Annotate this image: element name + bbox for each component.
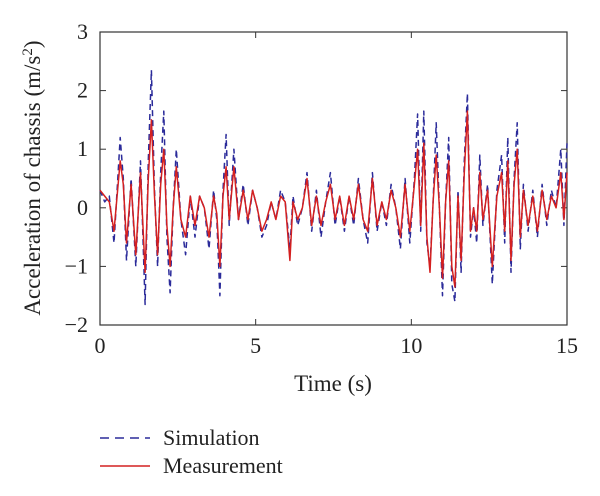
series-line-simulation (99, 69, 568, 306)
plot-area (99, 31, 568, 326)
series-simulation (99, 69, 568, 306)
y-tick-label: −2 (65, 312, 88, 337)
tick-labels: 0 5 10 15 −2 −1 0 1 2 3 (65, 19, 578, 358)
x-axis-label: Time (s) (294, 371, 372, 396)
y-tick-label: 3 (77, 19, 88, 44)
y-axis-label-main: Acceleration of chassis (m/s (20, 56, 45, 316)
y-tick-label: 0 (77, 195, 88, 220)
y-tick-label: 1 (77, 136, 88, 161)
x-tick-label: 10 (400, 333, 422, 358)
legend-label-simulation: Simulation (163, 425, 260, 450)
x-tick-label: 5 (250, 333, 261, 358)
y-axis-label-sup: 2 (20, 48, 36, 56)
axis-ticks (99, 31, 568, 326)
x-tick-label: 0 (95, 333, 106, 358)
legend: Simulation Measurement (100, 425, 283, 478)
legend-label-measurement: Measurement (163, 453, 283, 478)
series-measurement (99, 110, 568, 288)
x-tick-label: 15 (556, 333, 578, 358)
y-tick-label: 2 (77, 78, 88, 103)
y-tick-label: −1 (65, 253, 88, 278)
y-axis-label: Acceleration of chassis (m/s2) (20, 40, 45, 315)
series-line-measurement (99, 110, 568, 288)
y-axis-label-close: ) (20, 40, 45, 48)
